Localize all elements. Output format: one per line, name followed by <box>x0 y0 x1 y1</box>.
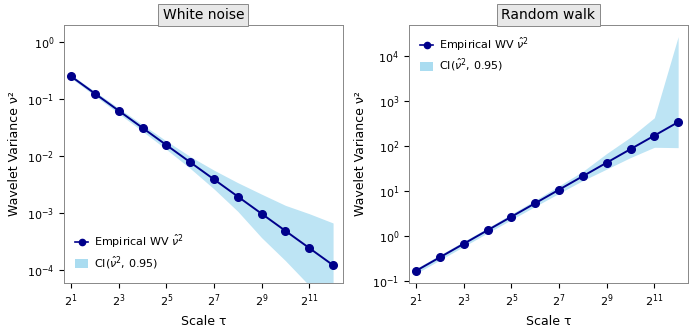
Y-axis label: Wavelet Variance ν²: Wavelet Variance ν² <box>354 91 367 216</box>
Legend: Empirical WV $\hat{\nu}^2$, CI($\hat{\nu}^2$, 0.95): Empirical WV $\hat{\nu}^2$, CI($\hat{\nu… <box>70 228 189 277</box>
X-axis label: Scale τ: Scale τ <box>525 315 571 328</box>
Y-axis label: Wavelet Variance ν²: Wavelet Variance ν² <box>8 91 22 216</box>
Title: White noise: White noise <box>163 8 244 22</box>
X-axis label: Scale τ: Scale τ <box>180 315 226 328</box>
Legend: Empirical WV $\hat{\nu}^2$, CI($\hat{\nu}^2$, 0.95): Empirical WV $\hat{\nu}^2$, CI($\hat{\nu… <box>415 31 535 80</box>
Title: Random walk: Random walk <box>501 8 595 22</box>
